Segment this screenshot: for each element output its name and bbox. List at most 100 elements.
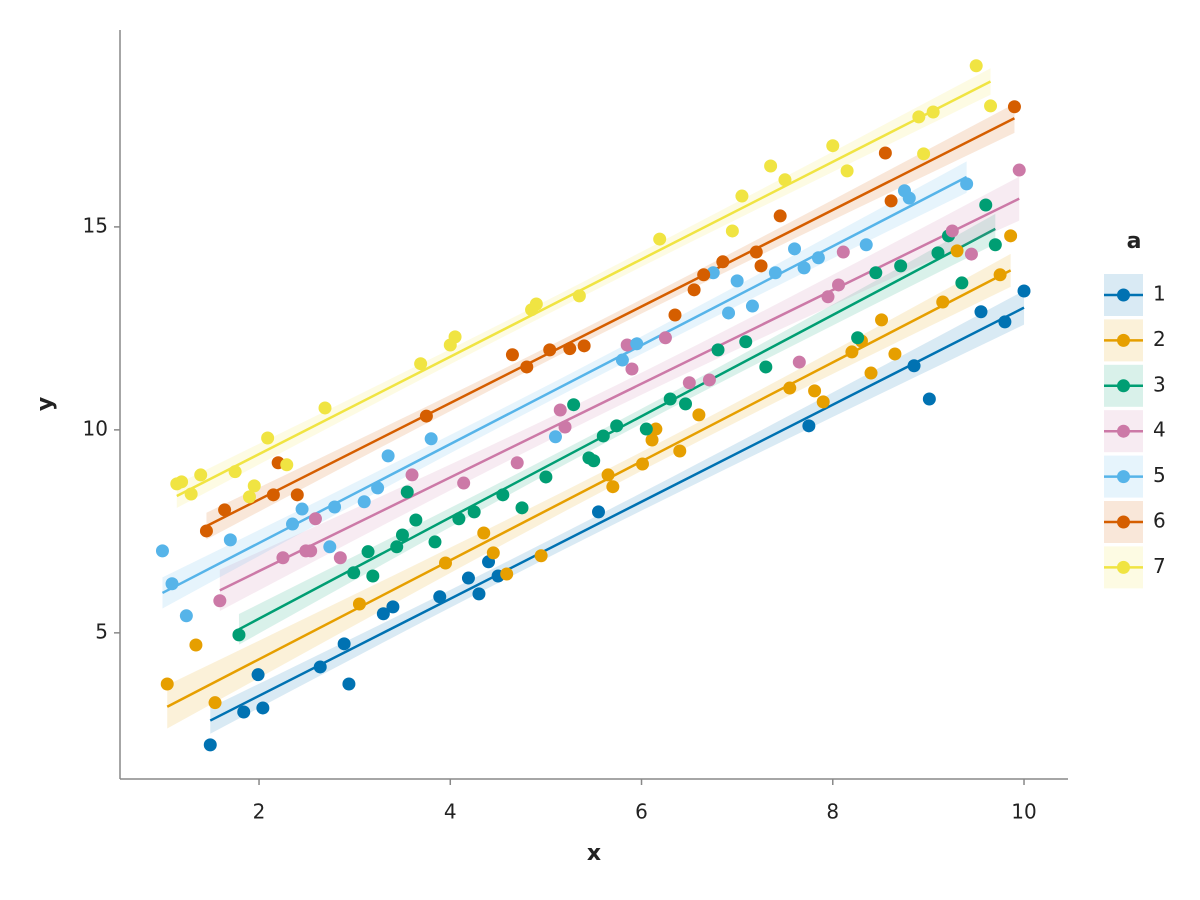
point xyxy=(457,476,471,490)
point xyxy=(548,430,562,444)
point xyxy=(931,246,945,260)
point xyxy=(722,306,736,320)
point xyxy=(773,209,787,223)
legend-marker xyxy=(1117,470,1130,484)
point xyxy=(907,359,921,373)
legend-marker xyxy=(1117,424,1130,438)
y-tick-label: 15 xyxy=(83,213,108,237)
point xyxy=(802,419,816,433)
point xyxy=(711,343,725,357)
point xyxy=(725,224,739,238)
point xyxy=(964,247,978,261)
point xyxy=(716,255,730,269)
point xyxy=(922,392,936,406)
point xyxy=(1012,163,1026,177)
y-tick-label: 5 xyxy=(95,619,108,643)
legend-marker xyxy=(1117,379,1130,393)
point xyxy=(295,502,309,516)
point xyxy=(342,677,356,691)
point xyxy=(414,357,428,371)
point xyxy=(347,566,361,580)
point xyxy=(884,194,898,208)
point xyxy=(477,526,491,540)
point xyxy=(649,422,663,436)
point xyxy=(745,299,759,313)
point xyxy=(984,99,998,113)
fit-line xyxy=(209,306,1025,722)
point xyxy=(888,347,902,361)
point xyxy=(845,345,859,359)
point xyxy=(988,238,1002,252)
point xyxy=(645,433,659,447)
point xyxy=(682,376,696,390)
point xyxy=(764,159,778,173)
legend-label: 1 xyxy=(1153,282,1166,306)
point xyxy=(993,268,1007,282)
point xyxy=(759,360,773,374)
point xyxy=(313,660,327,674)
y-tick-label: 10 xyxy=(83,416,108,440)
point xyxy=(165,577,179,591)
point xyxy=(242,490,256,504)
point xyxy=(663,392,677,406)
point xyxy=(635,457,649,471)
point xyxy=(792,355,806,369)
point xyxy=(280,458,294,472)
point xyxy=(697,268,711,282)
point xyxy=(836,245,850,259)
point xyxy=(510,456,524,470)
point xyxy=(395,528,409,542)
point xyxy=(811,251,825,265)
point xyxy=(912,110,926,124)
point xyxy=(894,259,908,273)
legend-marker xyxy=(1117,515,1130,529)
point xyxy=(1007,100,1021,114)
point xyxy=(381,449,395,463)
point xyxy=(749,245,763,259)
point xyxy=(428,535,442,549)
point xyxy=(400,485,414,499)
point xyxy=(179,609,193,623)
point xyxy=(539,470,553,484)
point xyxy=(658,331,672,345)
fit-line xyxy=(205,117,1016,528)
point xyxy=(979,198,993,212)
point xyxy=(875,313,889,327)
point xyxy=(409,513,423,527)
point xyxy=(974,305,988,319)
point xyxy=(673,444,687,458)
point xyxy=(194,468,208,482)
point xyxy=(486,546,500,560)
point xyxy=(692,408,706,422)
point xyxy=(500,567,514,581)
point xyxy=(357,495,371,509)
point xyxy=(878,146,892,160)
point xyxy=(630,337,644,351)
point xyxy=(184,487,198,501)
point xyxy=(228,465,242,479)
point xyxy=(203,738,217,752)
point xyxy=(577,339,591,353)
legend-label: 6 xyxy=(1153,509,1166,533)
confidence-band xyxy=(167,253,1011,729)
point xyxy=(826,139,840,153)
point xyxy=(936,295,950,309)
legend-label: 2 xyxy=(1153,327,1166,351)
point xyxy=(337,637,351,651)
point xyxy=(587,454,601,468)
point xyxy=(505,348,519,362)
point xyxy=(702,373,716,387)
point xyxy=(591,505,605,519)
x-tick-label: 6 xyxy=(635,800,648,824)
point xyxy=(869,266,883,280)
point xyxy=(433,590,447,604)
point xyxy=(155,544,169,558)
point xyxy=(840,164,854,178)
point xyxy=(821,290,835,304)
point xyxy=(366,569,380,583)
x-tick-label: 10 xyxy=(1011,800,1036,824)
point xyxy=(467,505,481,519)
legend-label: 3 xyxy=(1153,372,1166,396)
point xyxy=(371,481,385,495)
point xyxy=(352,597,366,611)
